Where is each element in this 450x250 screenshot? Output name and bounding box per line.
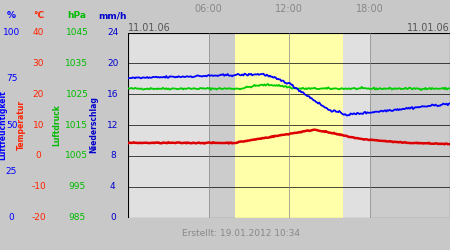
Text: 0: 0 (110, 213, 116, 222)
Text: 16: 16 (107, 90, 119, 99)
Text: 12: 12 (107, 120, 118, 130)
Text: 18:00: 18:00 (356, 4, 383, 14)
Text: Temperatur: Temperatur (17, 100, 26, 150)
Bar (235, 32, 343, 218)
Text: 10: 10 (33, 120, 44, 130)
Text: 985: 985 (68, 213, 86, 222)
Text: 1045: 1045 (66, 28, 88, 37)
Text: -20: -20 (31, 213, 46, 222)
Text: mm/h: mm/h (99, 11, 127, 20)
Text: 50: 50 (6, 120, 17, 130)
Text: 40: 40 (33, 28, 44, 37)
Text: Luftdruck: Luftdruck (52, 104, 61, 146)
Text: 20: 20 (107, 59, 118, 68)
Text: 11.01.06: 11.01.06 (407, 23, 450, 32)
Text: 8: 8 (110, 151, 116, 160)
Text: 1025: 1025 (66, 90, 88, 99)
Text: 75: 75 (6, 74, 17, 83)
Text: 20: 20 (33, 90, 44, 99)
Text: 25: 25 (6, 167, 17, 176)
Text: Erstellt: 19.01.2012 10:34: Erstellt: 19.01.2012 10:34 (182, 229, 300, 238)
Text: %: % (7, 11, 16, 20)
Text: 24: 24 (107, 28, 118, 37)
Text: 0: 0 (36, 151, 41, 160)
Text: 0: 0 (9, 213, 14, 222)
Text: 100: 100 (3, 28, 20, 37)
Text: hPa: hPa (68, 11, 86, 20)
Text: 1005: 1005 (65, 151, 89, 160)
Text: 30: 30 (33, 59, 44, 68)
Bar (369, 32, 450, 218)
Text: Luftfeuchtigkeit: Luftfeuchtigkeit (0, 90, 8, 160)
Text: 995: 995 (68, 182, 86, 191)
Text: -10: -10 (31, 182, 46, 191)
Text: 1015: 1015 (65, 120, 89, 130)
Bar (128, 32, 209, 218)
Text: 11.01.06: 11.01.06 (128, 23, 171, 32)
Text: °C: °C (33, 11, 44, 20)
Text: 1035: 1035 (65, 59, 89, 68)
Bar (209, 32, 289, 218)
Text: Niederschlag: Niederschlag (89, 96, 98, 154)
Text: 12:00: 12:00 (275, 4, 303, 14)
Bar (289, 32, 369, 218)
Text: 4: 4 (110, 182, 116, 191)
Text: 06:00: 06:00 (195, 4, 223, 14)
